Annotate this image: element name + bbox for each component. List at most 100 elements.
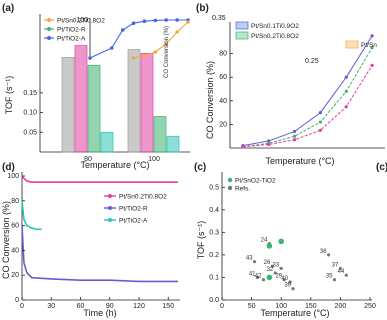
panel-b-lines [241, 34, 373, 148]
bar-100-s3 [167, 136, 179, 152]
panel-d-ylabel: CO Conversion (%) [1, 201, 11, 279]
bar-80-s0 [62, 57, 74, 152]
inset-point-s0 [88, 56, 92, 60]
legend-d-marker [108, 218, 112, 222]
inset-point-s0 [132, 21, 136, 25]
legend-a-marker [47, 36, 51, 40]
panel-d-xlabel: Time (h) [83, 308, 116, 318]
panel-b-line-s2 [243, 65, 372, 146]
panel-b-ticks: 20 40 60 80 0.35 0.25 [212, 15, 319, 128]
inset-point-s0 [164, 18, 168, 22]
bar-100-s0 [128, 49, 140, 152]
legend-a-marker [47, 27, 51, 31]
panel-d-ytick: 0 [15, 297, 19, 304]
panel-d-xtick: 120 [133, 303, 145, 310]
legend-a-marker [47, 18, 51, 22]
panel-d-ytick: 20 [11, 272, 19, 279]
panel-a-ylabel: TOF (s⁻¹) [4, 76, 14, 115]
panel-d-xtick: 30 [47, 303, 55, 310]
panel-b-point-s2 [370, 64, 373, 67]
ref-point [345, 274, 348, 277]
legend-b-swatch [236, 22, 248, 29]
panel-a-xtick: 100 [148, 156, 160, 163]
inset-point-s1 [186, 20, 190, 24]
ref-label: 40 [281, 276, 288, 282]
ref-label: 43 [246, 256, 253, 262]
panel-b-point-s1 [319, 120, 322, 123]
panel-c-ytick: 0.4 [209, 207, 219, 214]
panel-a: (a) 100 CO Conversion (%) 0.05 0.10 0.15 80 1… [2, 3, 190, 170]
inset-point-s1 [132, 56, 136, 60]
ref-point [280, 267, 283, 270]
panel-d-xtick: 150 [162, 303, 174, 310]
ref-label: 32 [267, 267, 274, 273]
legend-d-label: Pt/Sn0.2Ti0.8O2 [119, 194, 167, 201]
panel-c-xtick: 200 [335, 303, 347, 310]
bar-100-s2 [154, 117, 166, 152]
inset-point-s0 [121, 28, 125, 32]
legend-b-swatch [236, 32, 248, 39]
panel-b-legend: Pt/Sn0.1Ti0.9O2 Pt/Sn0.2Ti0.8O2 Pt/Sn [236, 22, 377, 49]
panel-a-ytick: 0.10 [23, 110, 37, 117]
bar-80-s1 [75, 46, 87, 152]
panel-d-line-s2 [22, 201, 42, 230]
panel-d-xtick: 0 [20, 303, 24, 310]
panel-b-ytick: 20 [219, 121, 227, 128]
panel-b-right-ytick: 0.25 [305, 58, 319, 65]
ref-label: 24 [261, 238, 268, 244]
legend-b-label: Pt/Sn0.1Ti0.9O2 [251, 23, 299, 30]
panel-b-ylabel: CO Conversion (%) [205, 61, 215, 139]
legend-a-label: Pt/Sn0.2Ti0.8O2 [57, 18, 105, 25]
ref-label: 44 [338, 269, 345, 275]
legend-c-label: Pt/SnO2-TiO2 [235, 178, 276, 185]
inset-point-s0 [175, 18, 179, 22]
legend-c-label: Refs. [235, 186, 250, 193]
panel-b-point-s0 [319, 111, 322, 114]
panel-d-line-s0 [22, 176, 178, 182]
ref-label: 39 [284, 283, 291, 289]
inset-line-s1 [134, 22, 188, 58]
panel-a-ytick: 0.15 [23, 90, 37, 97]
panel-c-ytick: 0.0 [209, 297, 219, 304]
legend-d-label: Pt/TiO2-A [119, 218, 148, 225]
panel-c-xtick: 0 [220, 303, 224, 310]
panel-letter-d: (d) [2, 162, 15, 173]
ref-point [291, 287, 294, 290]
panel-b-ytick: 40 [219, 98, 227, 105]
panel-d-ytick: 60 [11, 223, 19, 230]
inset-point-s0 [154, 19, 158, 23]
panel-d-lines [22, 176, 178, 281]
legend-a-label: Pt/TiO2-R [57, 27, 86, 34]
bar-100-s1 [141, 53, 153, 152]
panel-b-point-s1 [345, 90, 348, 93]
highlight-point [278, 239, 284, 245]
inset-point-s1 [175, 30, 179, 34]
panel-b-point-s2 [345, 105, 348, 108]
legend-b-label: Pt/Sn [361, 42, 377, 49]
panel-b-point-s0 [293, 130, 296, 133]
panel-b-point-s0 [370, 34, 373, 37]
panel-c-ylabel: TOF (s⁻¹) [196, 221, 206, 260]
panel-b-point-s0 [345, 76, 348, 79]
panel-a-legend: Pt/Sn0.2Ti0.8O2Pt/TiO2-RPt/TiO2-A [44, 18, 105, 43]
ref-label: 33 [273, 262, 280, 268]
legend-d-marker [108, 194, 112, 198]
panel-b-xlabel: Temperature (°C) [265, 156, 334, 166]
ref-label: 35 [326, 274, 333, 280]
panel-d-ytick: 40 [11, 247, 19, 254]
panel-c-ytick: 0.1 [209, 274, 219, 281]
panel-d-line-s1 [22, 226, 178, 282]
ref-label: 42 [255, 274, 262, 280]
inset-point-s1 [143, 54, 147, 58]
bar-80-s2 [88, 65, 100, 152]
panel-c-xtick: 50 [248, 303, 256, 310]
panel-b-point-s2 [293, 138, 296, 141]
panel-d: (d) 100 80 60 40 20 00 30 60 90 120 150 Pt/Sn0.2Ti… [1, 162, 180, 318]
ref-label: 26 [264, 260, 271, 266]
ref-label: 36 [320, 249, 327, 255]
